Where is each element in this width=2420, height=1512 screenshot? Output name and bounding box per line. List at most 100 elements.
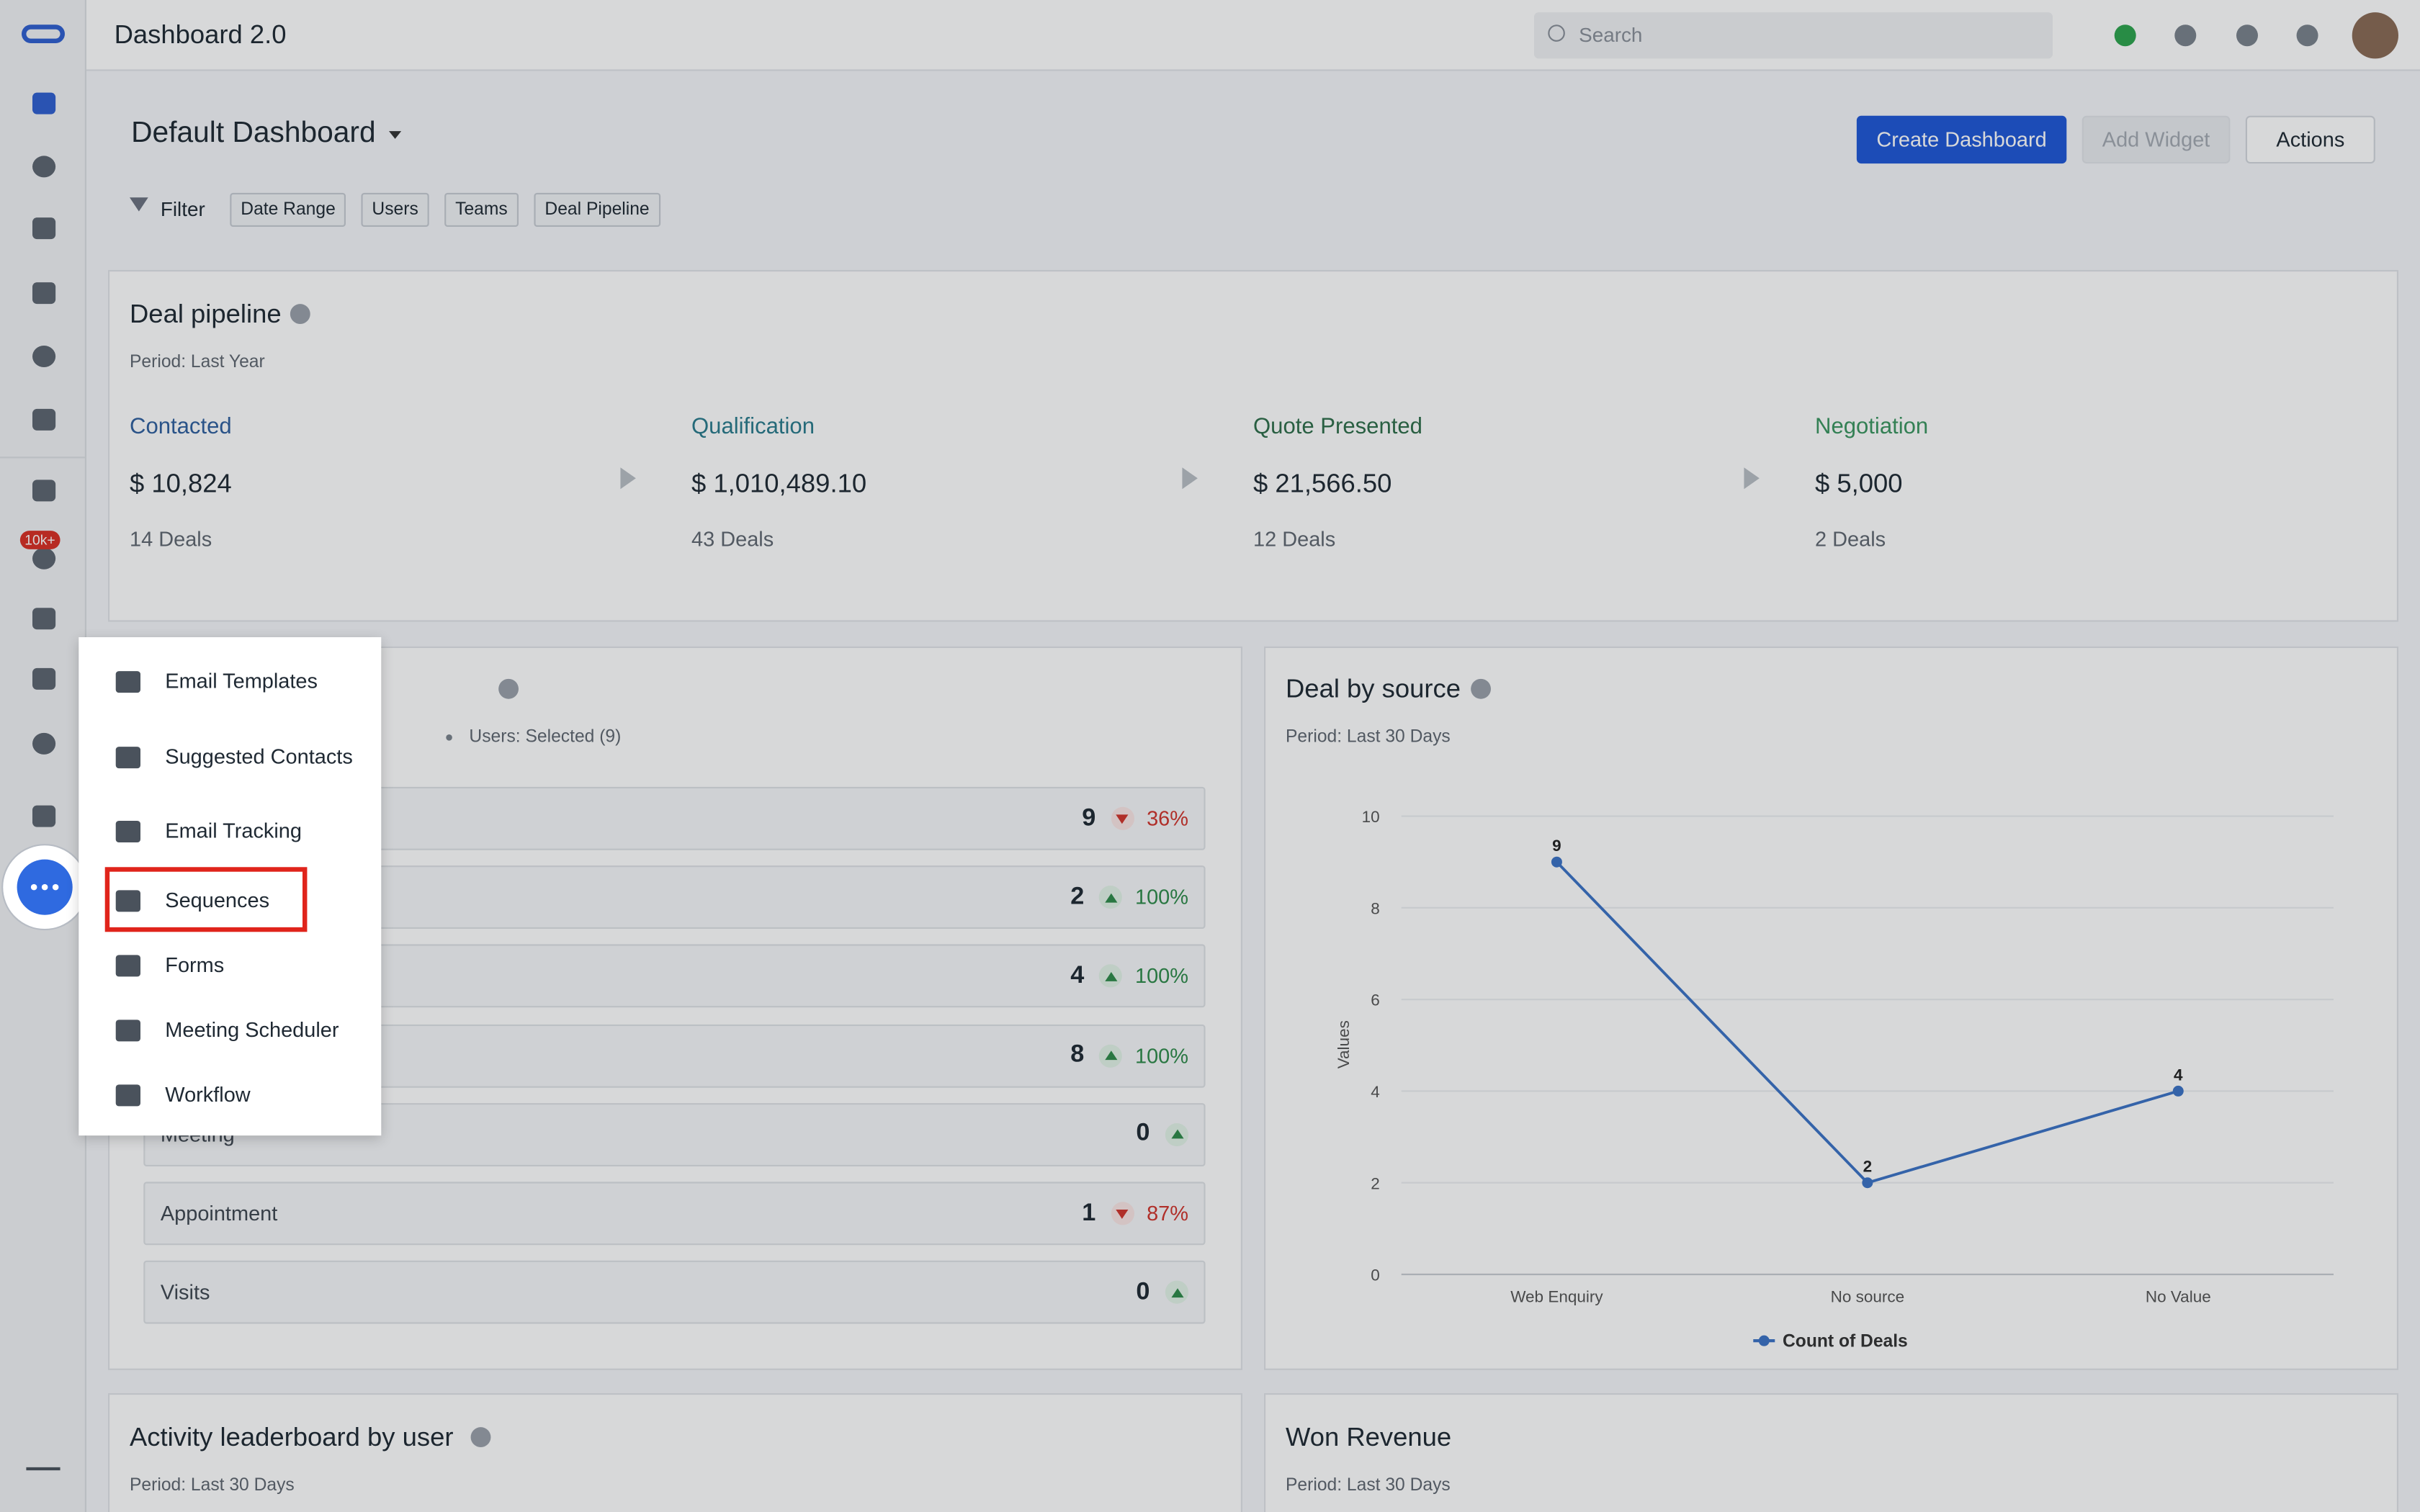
row-change: 100% bbox=[1135, 886, 1188, 909]
filter-label: Filter bbox=[160, 197, 205, 221]
arrow-shape bbox=[1116, 814, 1129, 824]
dashboard-button[interactable]: Create Dashboard bbox=[1856, 115, 2067, 164]
filter-icon bbox=[130, 197, 148, 220]
data-point bbox=[1862, 1177, 1873, 1189]
menu-item[interactable]: Sequences bbox=[165, 888, 270, 912]
collapse-arrow[interactable] bbox=[26, 1467, 60, 1471]
sidebar-icon[interactable] bbox=[32, 667, 56, 690]
stage-amount: $ 21,566.50 bbox=[1253, 469, 1392, 499]
selected-highlight bbox=[104, 867, 308, 932]
stage-name: Negotiation bbox=[1815, 415, 1929, 440]
dashboard-title: Default Dashboard bbox=[131, 117, 376, 150]
y-tick-label: 8 bbox=[1371, 899, 1380, 917]
help-icon[interactable] bbox=[470, 1427, 491, 1447]
menu-item[interactable]: Suggested Contacts bbox=[165, 745, 353, 769]
search-icon bbox=[1548, 24, 1565, 42]
card-period: Period: Last 30 Days bbox=[1286, 1476, 1451, 1495]
arrow-shape bbox=[1170, 1130, 1183, 1140]
y-tick-label: 6 bbox=[1371, 991, 1380, 1009]
arrow-shape bbox=[1170, 1287, 1183, 1297]
trend-arrow bbox=[1111, 1202, 1134, 1225]
sidebar-icon[interactable] bbox=[32, 408, 56, 431]
button-label: Actions bbox=[2276, 127, 2345, 151]
trend-arrow bbox=[1099, 1043, 1123, 1067]
row-label: Visits bbox=[160, 1280, 210, 1305]
stage-name: Quote Presented bbox=[1253, 415, 1422, 440]
filter-chip[interactable]: Users bbox=[361, 192, 429, 227]
menu-item[interactable]: Workflow bbox=[165, 1083, 251, 1107]
card bbox=[108, 1392, 1242, 1512]
search-placeholder: Search bbox=[1579, 23, 1643, 47]
sidebar-icon[interactable] bbox=[32, 805, 56, 827]
row-label: Appointment bbox=[160, 1202, 278, 1225]
sidebar-icon[interactable] bbox=[32, 282, 56, 305]
filter-chip[interactable]: Deal Pipeline bbox=[534, 192, 660, 227]
stage-deals: 43 Deals bbox=[691, 527, 774, 551]
more-button[interactable] bbox=[17, 859, 73, 915]
card-period: Period: Last 30 Days bbox=[130, 1476, 295, 1495]
menu-item[interactable]: Meeting Scheduler bbox=[165, 1018, 339, 1042]
help-icon[interactable] bbox=[290, 304, 310, 324]
menu-icon bbox=[115, 1084, 140, 1107]
activity-row: Visits 0 bbox=[143, 1261, 1206, 1324]
menu-item[interactable]: Email Templates bbox=[165, 670, 318, 693]
sidebar-icon[interactable] bbox=[32, 547, 56, 570]
help-icon[interactable] bbox=[498, 678, 519, 699]
menu-item[interactable]: Forms bbox=[165, 953, 225, 977]
arrow-shape bbox=[1105, 971, 1118, 981]
sidebar-icon[interactable] bbox=[32, 608, 56, 630]
row-count: 0 bbox=[1136, 1278, 1150, 1305]
row-count: 8 bbox=[1070, 1041, 1085, 1068]
stage-amount: $ 5,000 bbox=[1815, 469, 1903, 499]
trend-arrow bbox=[1165, 1122, 1188, 1146]
filter-chip[interactable]: Teams bbox=[444, 192, 519, 227]
card bbox=[1264, 1392, 2398, 1512]
search-box[interactable] bbox=[1534, 12, 2053, 59]
menu-icon bbox=[115, 890, 140, 912]
row-stats: 4 100% bbox=[1070, 963, 1188, 991]
row-count: 9 bbox=[1082, 804, 1096, 831]
sidebar-icon[interactable] bbox=[32, 156, 56, 178]
badge: 10k+ bbox=[19, 531, 60, 549]
sidebar-icon[interactable] bbox=[32, 92, 56, 114]
y-axis-label: Values bbox=[1335, 1020, 1353, 1068]
arrow-shape bbox=[1105, 893, 1118, 902]
dashboard-button[interactable]: Actions bbox=[2245, 115, 2375, 164]
sidebar-icon[interactable] bbox=[32, 346, 56, 367]
stage-name: Qualification bbox=[691, 415, 815, 440]
sidebar-icon[interactable] bbox=[32, 732, 56, 755]
sidebar-icon[interactable] bbox=[32, 217, 56, 240]
more-dot bbox=[30, 883, 37, 891]
row-count: 2 bbox=[1070, 883, 1085, 910]
menu-icon bbox=[115, 821, 140, 842]
stage-name: Contacted bbox=[130, 415, 232, 440]
header-icon[interactable] bbox=[2296, 24, 2318, 47]
card-title: Deal by source bbox=[1286, 674, 1461, 704]
data-label: 4 bbox=[2174, 1066, 2183, 1084]
card-title: Deal pipeline bbox=[130, 299, 282, 329]
dashboard-button: Add Widget bbox=[2081, 115, 2231, 164]
data-point bbox=[2172, 1085, 2184, 1097]
row-stats: 0 bbox=[1136, 1279, 1188, 1307]
filter-chip[interactable]: Date Range bbox=[230, 192, 346, 227]
more-menu bbox=[79, 637, 382, 1136]
header-icon[interactable] bbox=[2174, 24, 2197, 47]
help-icon[interactable] bbox=[1471, 678, 1491, 699]
sidebar-icon[interactable] bbox=[32, 480, 56, 502]
menu-item[interactable]: Email Tracking bbox=[165, 819, 302, 842]
header-icon[interactable] bbox=[2114, 24, 2136, 47]
row-count: 1 bbox=[1082, 1200, 1096, 1226]
row-count: 0 bbox=[1136, 1120, 1150, 1147]
header-title: Dashboard 2.0 bbox=[114, 19, 287, 50]
card-period: Users: Selected (9) bbox=[469, 728, 622, 747]
button-label: Create Dashboard bbox=[1876, 127, 2047, 151]
row-stats: 9 36% bbox=[1082, 805, 1188, 833]
stage-amount: $ 10,824 bbox=[130, 469, 232, 499]
y-tick-label: 0 bbox=[1371, 1266, 1380, 1284]
header-icon[interactable] bbox=[2236, 24, 2258, 47]
avatar[interactable] bbox=[2352, 12, 2398, 59]
stage-chevron bbox=[620, 467, 636, 490]
